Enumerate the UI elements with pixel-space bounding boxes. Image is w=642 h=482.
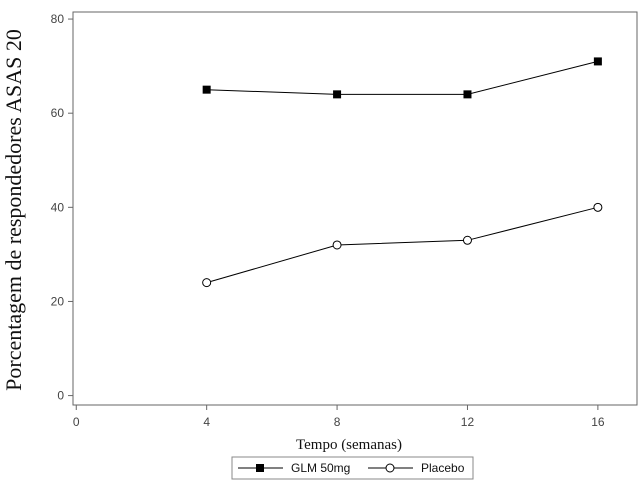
x-axis-title: Tempo (semanas) xyxy=(296,437,402,453)
series-line-1 xyxy=(206,206,599,284)
x-tick-label-4: 4 xyxy=(203,415,210,429)
x-tick-label-8: 8 xyxy=(334,415,341,429)
legend-box xyxy=(231,456,474,480)
series-group xyxy=(202,57,603,288)
x-tick-label-16: 16 xyxy=(591,415,605,429)
legend-item-placebo: Placebo xyxy=(368,461,465,475)
series-line-0 xyxy=(206,60,599,95)
series-1-point-3 xyxy=(593,202,603,212)
y-tick-label-0: 0 xyxy=(57,389,64,403)
x-tick-label-12: 12 xyxy=(461,415,475,429)
y-tick-label-40: 40 xyxy=(51,200,65,214)
series-0-point-3 xyxy=(593,57,602,66)
legend: GLM 50mg Placebo xyxy=(231,456,474,480)
axis-ticks xyxy=(68,18,599,410)
y-axis-title: Porcentagem de respondedores ASAS 20 xyxy=(1,29,26,391)
legend-label-glm: GLM 50mg xyxy=(291,461,350,475)
series-1-point-1 xyxy=(332,240,342,250)
y-tick-label-80: 80 xyxy=(51,12,65,26)
legend-label-placebo: Placebo xyxy=(421,461,465,475)
y-tick-label-60: 60 xyxy=(51,106,65,120)
series-1-point-0 xyxy=(202,278,212,288)
legend-item-glm: GLM 50mg xyxy=(238,461,350,475)
series-0-point-1 xyxy=(333,90,342,99)
plot-frame xyxy=(72,11,638,406)
series-1-point-2 xyxy=(462,235,472,245)
legend-marker-circle-icon xyxy=(385,463,395,473)
y-tick-label-20: 20 xyxy=(51,294,65,308)
legend-marker-square-icon xyxy=(256,464,264,472)
axis-tick-labels: 0 20 40 60 80 0 4 8 12 16 xyxy=(51,12,605,429)
x-tick-label-0: 0 xyxy=(73,415,80,429)
series-0-point-0 xyxy=(202,85,211,94)
series-0-point-2 xyxy=(463,90,472,99)
